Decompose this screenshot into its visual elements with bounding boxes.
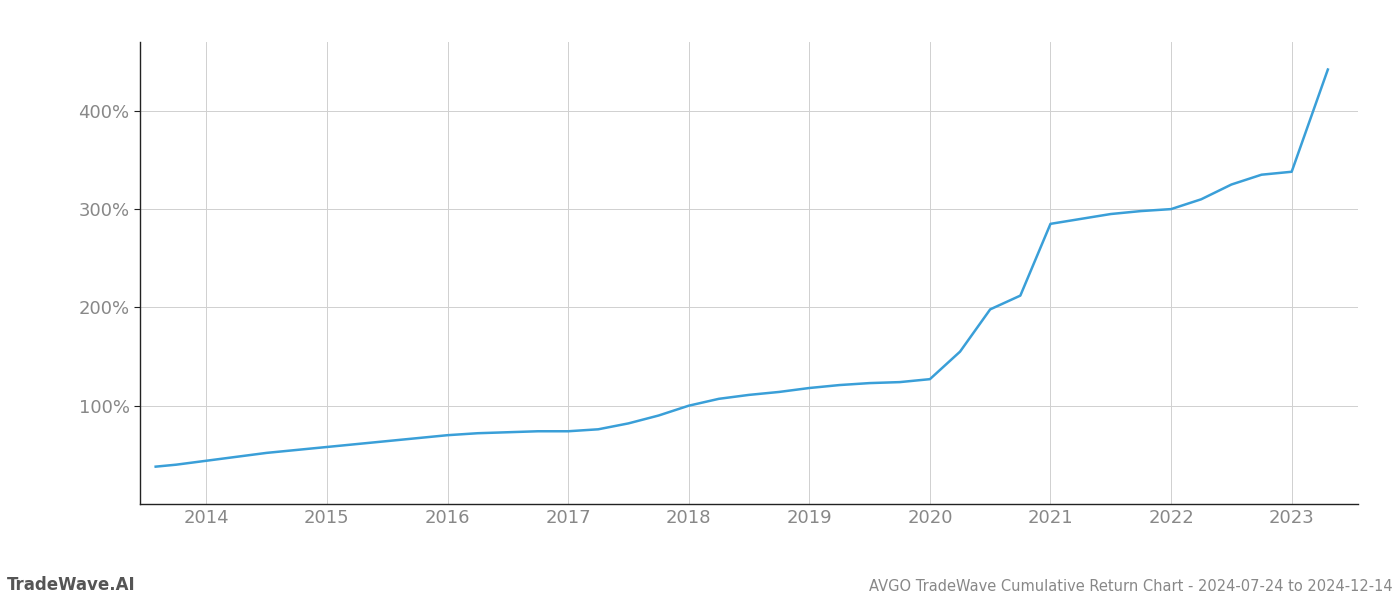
Text: TradeWave.AI: TradeWave.AI [7, 576, 136, 594]
Text: AVGO TradeWave Cumulative Return Chart - 2024-07-24 to 2024-12-14: AVGO TradeWave Cumulative Return Chart -… [869, 579, 1393, 594]
